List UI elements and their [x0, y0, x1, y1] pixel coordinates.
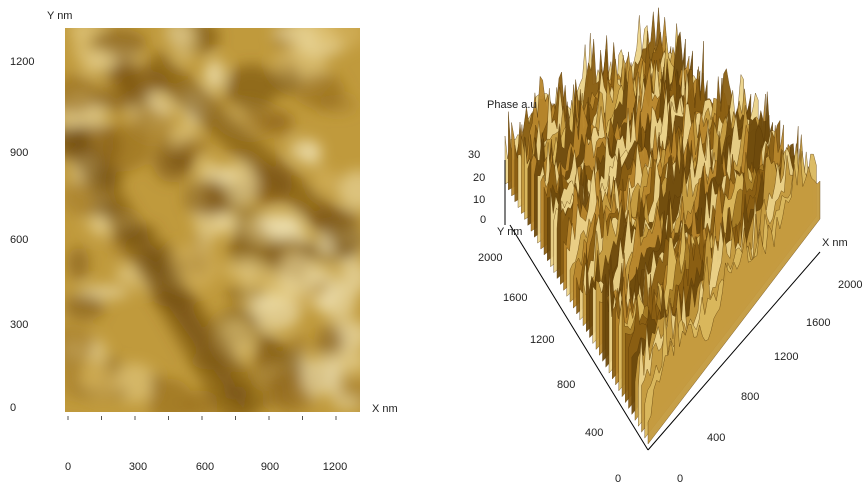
afm-2d-image: Y nm X nm 1200 900 600 300 0 0 300 600 9…	[10, 10, 398, 473]
y-tick-label: 900	[10, 147, 28, 159]
surface	[505, 8, 820, 444]
x-axis-label: X nm	[372, 403, 398, 415]
y-tick-label: 0	[615, 473, 621, 485]
figure: Y nm X nm 1200 900 600 300 0 0 300 600 9…	[0, 0, 864, 487]
texture-blob	[73, 28, 89, 63]
texture-blob	[266, 371, 303, 405]
x-tick-label: 0	[677, 473, 683, 485]
afm-3d-image: Phase a.u 30 20 10 0 Y nm 2000 1600 1200…	[468, 8, 862, 485]
texture-blob	[52, 75, 97, 114]
texture-blob	[179, 137, 208, 156]
z-axis-label: Phase a.u	[487, 99, 537, 111]
y-tick-label: 300	[10, 319, 28, 331]
x-tick-label: 2000	[838, 279, 862, 291]
texture-blob	[203, 67, 218, 82]
x-tick-label: 900	[261, 461, 279, 473]
texture-blob	[242, 257, 255, 303]
texture-blob	[184, 178, 230, 217]
z-tick-label: 20	[473, 172, 485, 184]
texture-blob	[242, 109, 293, 129]
texture-blob	[94, 47, 109, 78]
texture-blob	[225, 64, 278, 112]
texture-blob	[278, 254, 320, 295]
x-tick-label: 800	[741, 391, 759, 403]
y-tick-label: 800	[557, 379, 575, 391]
y-tick-label: 400	[585, 427, 603, 439]
y-tick-label: 0	[10, 402, 16, 414]
y-tick-label: 1200	[10, 56, 34, 68]
texture-blob	[115, 267, 133, 281]
x-tick-label: 300	[129, 461, 147, 473]
z-tick-label: 0	[480, 214, 486, 226]
texture-blob	[319, 284, 356, 319]
y-axis-label: Y nm	[497, 226, 522, 238]
texture-blob	[67, 247, 89, 280]
x-tick-label: 400	[707, 432, 725, 444]
texture-blob	[289, 139, 321, 162]
texture-blob	[256, 348, 276, 370]
texture-blob	[148, 379, 193, 425]
texture-blob	[293, 336, 307, 356]
x-tick-label: 0	[65, 461, 71, 473]
y-axis-label: Y nm	[47, 10, 72, 22]
texture-blob	[274, 48, 299, 75]
texture-blob	[64, 293, 104, 321]
y-tick-label: 1600	[503, 292, 527, 304]
x-tick-label: 1200	[323, 461, 347, 473]
x-axis-label: X nm	[822, 237, 848, 249]
texture-blob	[314, 168, 336, 195]
texture-blob	[82, 361, 124, 399]
y-tick-label: 2000	[478, 252, 502, 264]
page: {"left_image": {"y_axis_label": "Y nm", …	[0, 0, 864, 487]
y-tick-label: 1200	[530, 334, 554, 346]
texture-blob	[258, 211, 301, 237]
x-tick-label: 1200	[774, 351, 798, 363]
z-tick-label: 30	[468, 149, 480, 161]
texture-blob	[315, 351, 369, 373]
texture-blob	[337, 170, 379, 210]
x-tick-label: 1600	[806, 317, 830, 329]
texture-blob	[295, 73, 344, 109]
texture-blob	[123, 80, 151, 104]
y-tick-label: 600	[10, 234, 28, 246]
texture-blob	[172, 27, 196, 63]
texture-blob	[312, 14, 366, 50]
z-tick-label: 10	[473, 194, 485, 206]
x-tick-label: 600	[196, 461, 214, 473]
texture-blob	[328, 361, 342, 400]
texture-blob	[133, 110, 172, 142]
texture-blob	[43, 325, 95, 365]
